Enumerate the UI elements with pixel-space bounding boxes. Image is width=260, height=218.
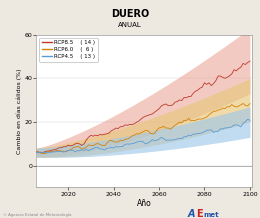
Text: ANUAL: ANUAL	[118, 22, 142, 28]
Legend: RCP8.5    ( 14 ), RCP6.0    (  6 ), RCP4.5    ( 13 ): RCP8.5 ( 14 ), RCP6.0 ( 6 ), RCP4.5 ( 13…	[39, 38, 98, 61]
Text: A: A	[187, 209, 195, 218]
Text: met: met	[203, 212, 219, 218]
X-axis label: Año: Año	[137, 199, 152, 208]
Text: DUERO: DUERO	[111, 9, 149, 19]
Y-axis label: Cambio en días cálidos (%): Cambio en días cálidos (%)	[16, 68, 22, 154]
Text: © Agencia Estatal de Meteorología: © Agencia Estatal de Meteorología	[3, 213, 71, 217]
Text: E: E	[196, 209, 203, 218]
